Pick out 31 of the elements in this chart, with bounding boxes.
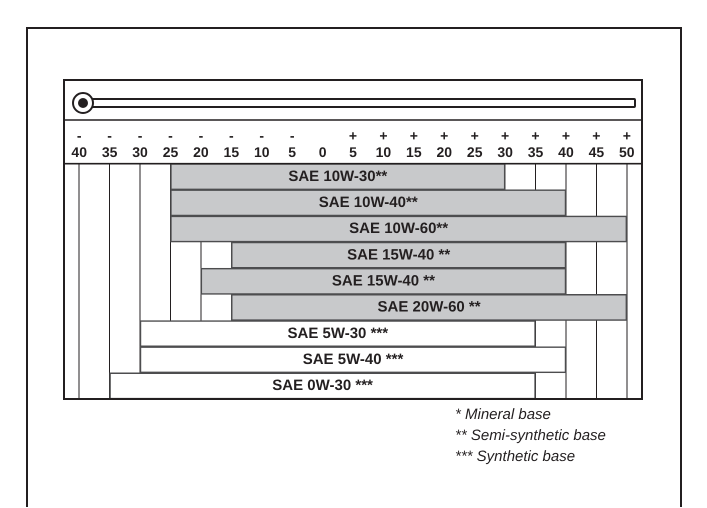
x-tick-label: + 35: [528, 127, 544, 160]
y-tick-label: SAE 10W-60**: [349, 220, 448, 238]
x-tick-label: + 50: [619, 127, 635, 160]
x-tick-label: + 5: [348, 127, 358, 160]
x-tick-label: - 35: [102, 127, 118, 160]
x-tick-label: + 25: [466, 127, 483, 160]
x-tick-label: + 45: [588, 127, 604, 160]
y-tick-label: SAE 20W-60 **: [378, 298, 481, 316]
x-tick-label: - 10: [254, 127, 270, 160]
y-tick-label: SAE 15W-40 **: [347, 246, 450, 264]
text: *** Synthetic base: [455, 447, 576, 467]
text: * Mineral base: [455, 405, 552, 425]
x-tick-label: - 15: [224, 127, 240, 160]
x-tick-label: 0: [318, 144, 327, 160]
text: ** Semi-synthetic base: [455, 426, 606, 446]
x-tick-label: + 40: [558, 127, 574, 160]
y-tick-label: SAE 10W-30**: [288, 168, 388, 185]
x-tick-label: + 15: [406, 127, 422, 160]
x-tick-label: + 30: [497, 127, 514, 160]
x-tick-label: + 10: [376, 127, 392, 160]
x-tick-label: - 40: [71, 127, 88, 160]
x-tick-label: - 30: [132, 127, 148, 160]
y-tick-label: SAE 15W-40 **: [332, 272, 436, 290]
x-tick-label: - 5: [288, 127, 296, 160]
x-tick-label: - 20: [193, 127, 209, 160]
y-tick-label: SAE 10W-40**: [318, 194, 418, 211]
y-tick-label: SAE 0W-30 ***: [272, 377, 374, 394]
y-tick-label: SAE 5W-30 ***: [288, 324, 388, 342]
y-tick-label: SAE 5W-40 ***: [302, 350, 404, 368]
x-tick-label: - 25: [162, 127, 178, 160]
x-tick-label: + 20: [436, 127, 452, 160]
